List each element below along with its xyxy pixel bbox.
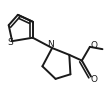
Text: O: O (90, 41, 97, 50)
Text: S: S (7, 38, 13, 47)
Text: N: N (48, 40, 54, 49)
Text: O: O (91, 75, 98, 84)
